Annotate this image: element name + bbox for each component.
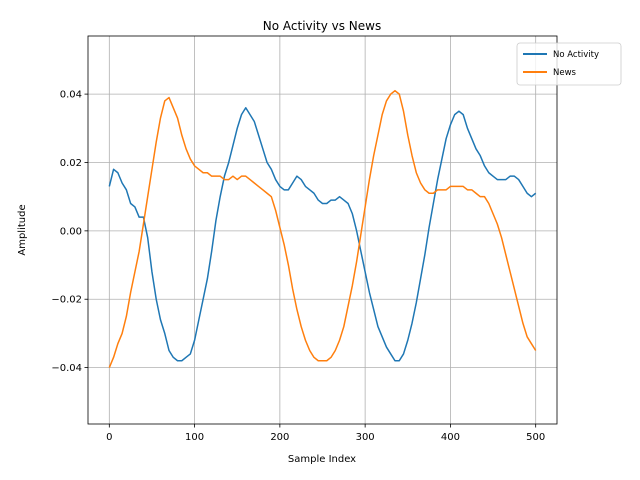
x-tick-label: 500 [526, 432, 545, 443]
series-line-no-activity [108, 107, 537, 362]
y-tick-label: 0.00 [60, 226, 82, 237]
y-axis-ticks: −0.04 −0.02 0.00 0.02 0.04 [51, 90, 88, 374]
x-axis-title: Sample Index [288, 454, 356, 465]
legend-label-no-activity: No Activity [553, 50, 599, 60]
y-tick-label: 0.02 [60, 158, 82, 169]
plot-series [108, 89, 537, 368]
y-axis-title: Amplitude [17, 204, 28, 255]
chart-title: No Activity vs News [263, 19, 381, 33]
y-tick-label: 0.04 [60, 90, 82, 101]
x-tick-label: 100 [185, 432, 204, 443]
legend: No Activity News [516, 42, 622, 86]
y-tick-label: −0.02 [51, 295, 82, 306]
x-tick-label: 200 [270, 432, 289, 443]
x-tick-label: 300 [356, 432, 375, 443]
x-tick-label: 0 [106, 432, 112, 443]
series-line-news [108, 89, 537, 368]
x-tick-label: 400 [441, 432, 460, 443]
legend-label-news: News [553, 68, 577, 78]
plot-frame [87, 35, 558, 425]
y-tick-label: −0.04 [51, 363, 82, 374]
x-axis-ticks: 0 100 200 300 400 500 [106, 424, 545, 443]
